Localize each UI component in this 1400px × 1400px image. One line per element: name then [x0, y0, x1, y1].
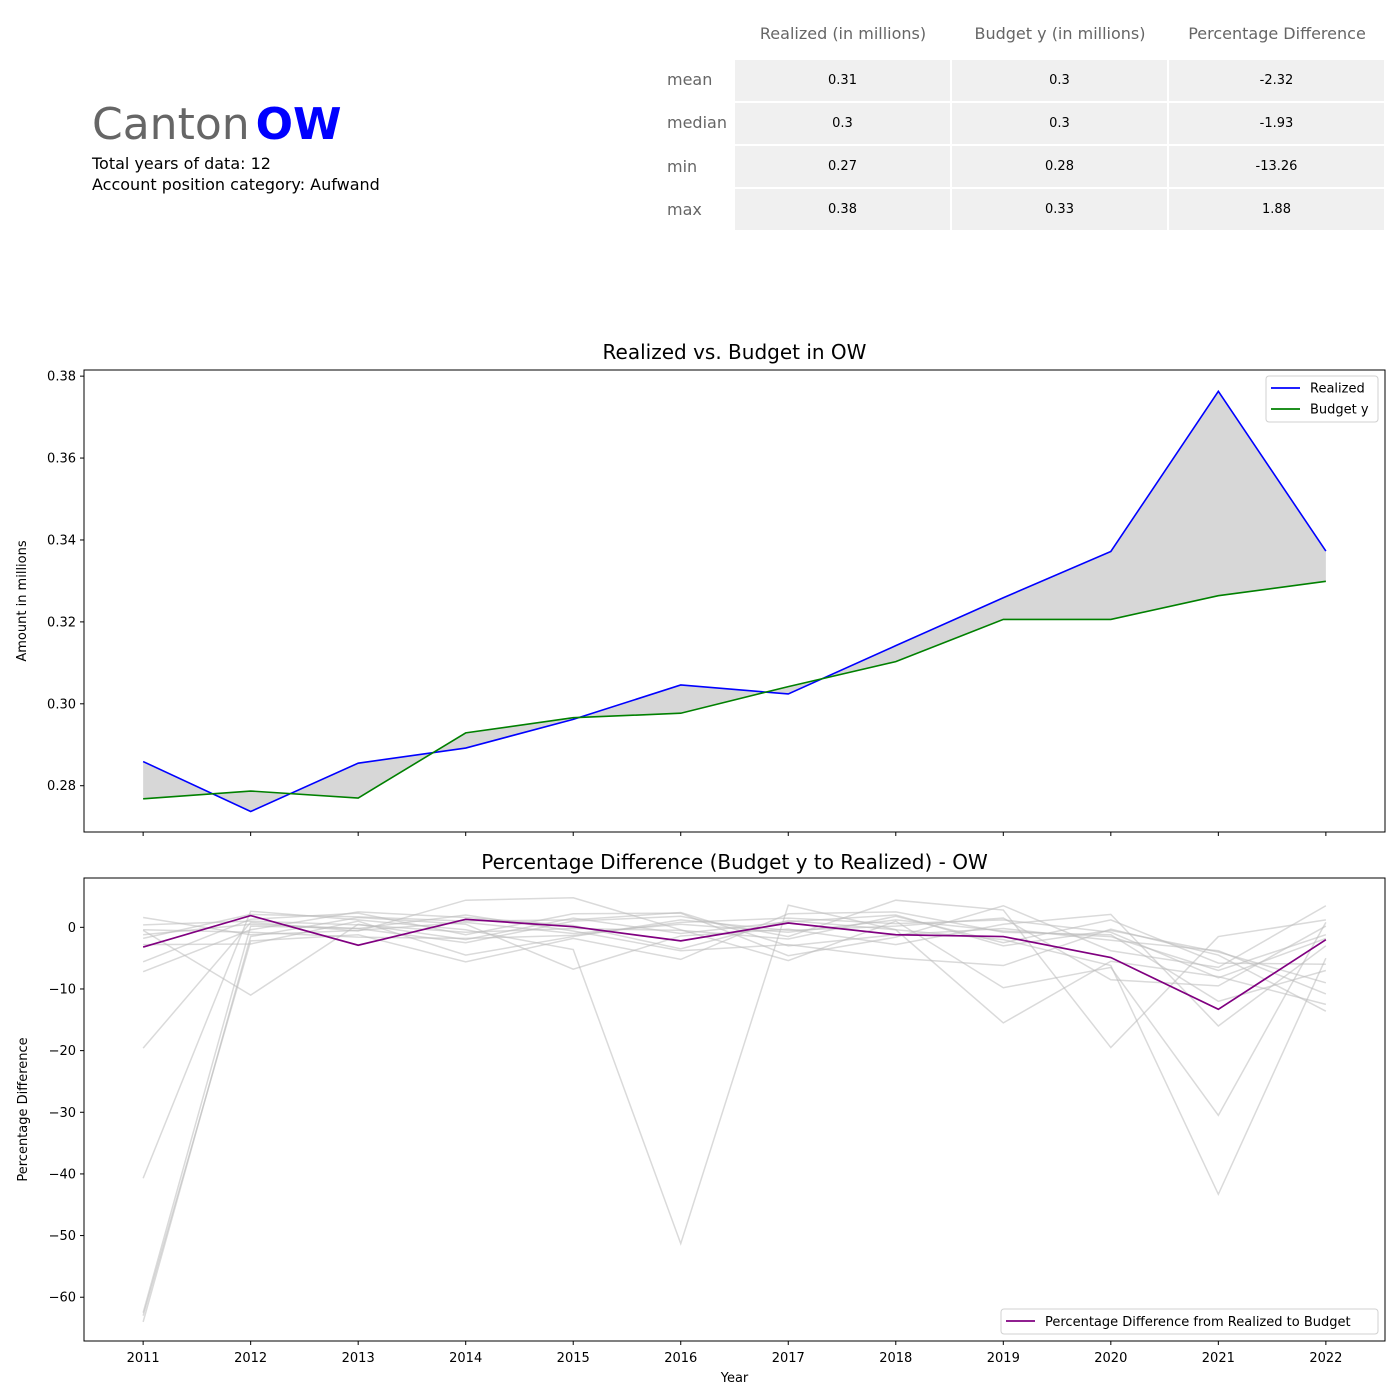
x-tick-label: 2018: [879, 1351, 912, 1366]
y-tick-label: −50: [49, 1229, 76, 1244]
chart1-title: Realized vs. Budget in OW: [603, 340, 867, 364]
stats-col-header: Percentage Difference: [1188, 24, 1366, 43]
chart2-ylabel: Percentage Difference: [16, 1037, 31, 1181]
chart2-xlabel: Year: [720, 1371, 749, 1386]
x-tick-label: 2021: [1202, 1351, 1235, 1366]
stats-cell: 1.88: [1169, 189, 1384, 230]
y-tick-label: 0.34: [47, 533, 76, 548]
canton-title: Canton OW: [92, 100, 380, 150]
y-tick-label: −40: [49, 1167, 76, 1182]
x-tick-label: 2017: [772, 1351, 805, 1366]
chart2-frame: [83, 877, 1386, 1342]
y-tick-label: 0.38: [47, 370, 76, 385]
legend-label: Realized: [1310, 382, 1365, 397]
y-tick-label: 0.32: [47, 615, 76, 630]
y-tick-label: −30: [49, 1106, 76, 1121]
chart1-ylabel: Amount in millions: [15, 540, 30, 662]
x-tick-label: 2022: [1309, 1351, 1342, 1366]
background-series-line: [143, 915, 1326, 966]
stats-cell: -2.32: [1169, 60, 1384, 101]
stats-row-header: mean: [667, 70, 713, 89]
years-info: Total years of data: 12: [92, 154, 271, 173]
x-tick-label: 2019: [987, 1351, 1020, 1366]
stats-cell: 0.3: [735, 103, 950, 144]
stats-cell: 0.3: [952, 103, 1167, 144]
y-tick-label: 0.36: [47, 452, 76, 467]
background-series-line: [142, 899, 1326, 1313]
stats-row-header: median: [667, 113, 727, 132]
background-series-line: [142, 904, 1327, 1246]
x-tick-label: 2014: [449, 1351, 482, 1366]
y-tick-label: −60: [49, 1291, 76, 1306]
background-series-line: [142, 911, 1327, 1316]
chart2-legend-box: [1000, 1308, 1379, 1335]
x-tick-label: 2012: [234, 1351, 267, 1366]
stats-row-header: min: [667, 157, 698, 176]
background-series-line: [143, 917, 1327, 979]
highlight-series-line: [142, 914, 1327, 1011]
stats-cell: 0.31: [735, 60, 950, 101]
y-tick-label: 0.28: [47, 779, 76, 794]
x-tick-label: 2011: [127, 1351, 160, 1366]
background-series-line: [143, 914, 1327, 1012]
x-tick-label: 2016: [664, 1351, 697, 1366]
stats-table: Realized (in millions) Budget y (in mill…: [0, 0, 1400, 260]
stats-col-header: Budget y (in millions): [974, 24, 1146, 43]
series-line-realized: [142, 389, 1327, 813]
y-tick-label: −20: [49, 1044, 76, 1059]
y-tick-label: −10: [49, 982, 76, 997]
x-tick-label: 2020: [1094, 1351, 1127, 1366]
chart1-frame: [83, 369, 1386, 833]
difference-fill-area: [143, 391, 1326, 812]
category-info: Account position category: Aufwand: [92, 175, 380, 194]
stats-cell: 0.33: [952, 189, 1167, 230]
background-series-line: [142, 896, 1327, 1117]
stats-cell: -1.93: [1169, 103, 1384, 144]
stats-cell: 0.38: [735, 189, 950, 230]
background-series-line: [142, 911, 1327, 995]
canton-header: Canton OW Total years of data: 12 Account…: [92, 100, 380, 195]
stats-cell: -13.26: [1169, 146, 1384, 187]
chart2-title: Percentage Difference (Budget y to Reali…: [481, 850, 988, 874]
series-line-budget-y: [143, 580, 1326, 800]
stats-col-header: Realized (in millions): [759, 24, 927, 43]
stats-row-header: max: [667, 200, 702, 219]
x-tick-label: 2013: [342, 1351, 375, 1366]
canton-code: OW: [255, 99, 342, 150]
stats-cell: 0.28: [952, 146, 1167, 187]
stats-cell: 0.3: [952, 60, 1167, 101]
legend-label: Budget y: [1310, 403, 1369, 418]
x-tick-label: 2015: [557, 1351, 590, 1366]
y-tick-label: 0.30: [47, 697, 76, 712]
canton-word: Canton: [92, 99, 250, 150]
y-tick-label: 0: [68, 921, 76, 936]
legend-label: Percentage Difference from Realized to B…: [1045, 1315, 1351, 1330]
stats-cell: 0.27: [735, 146, 950, 187]
